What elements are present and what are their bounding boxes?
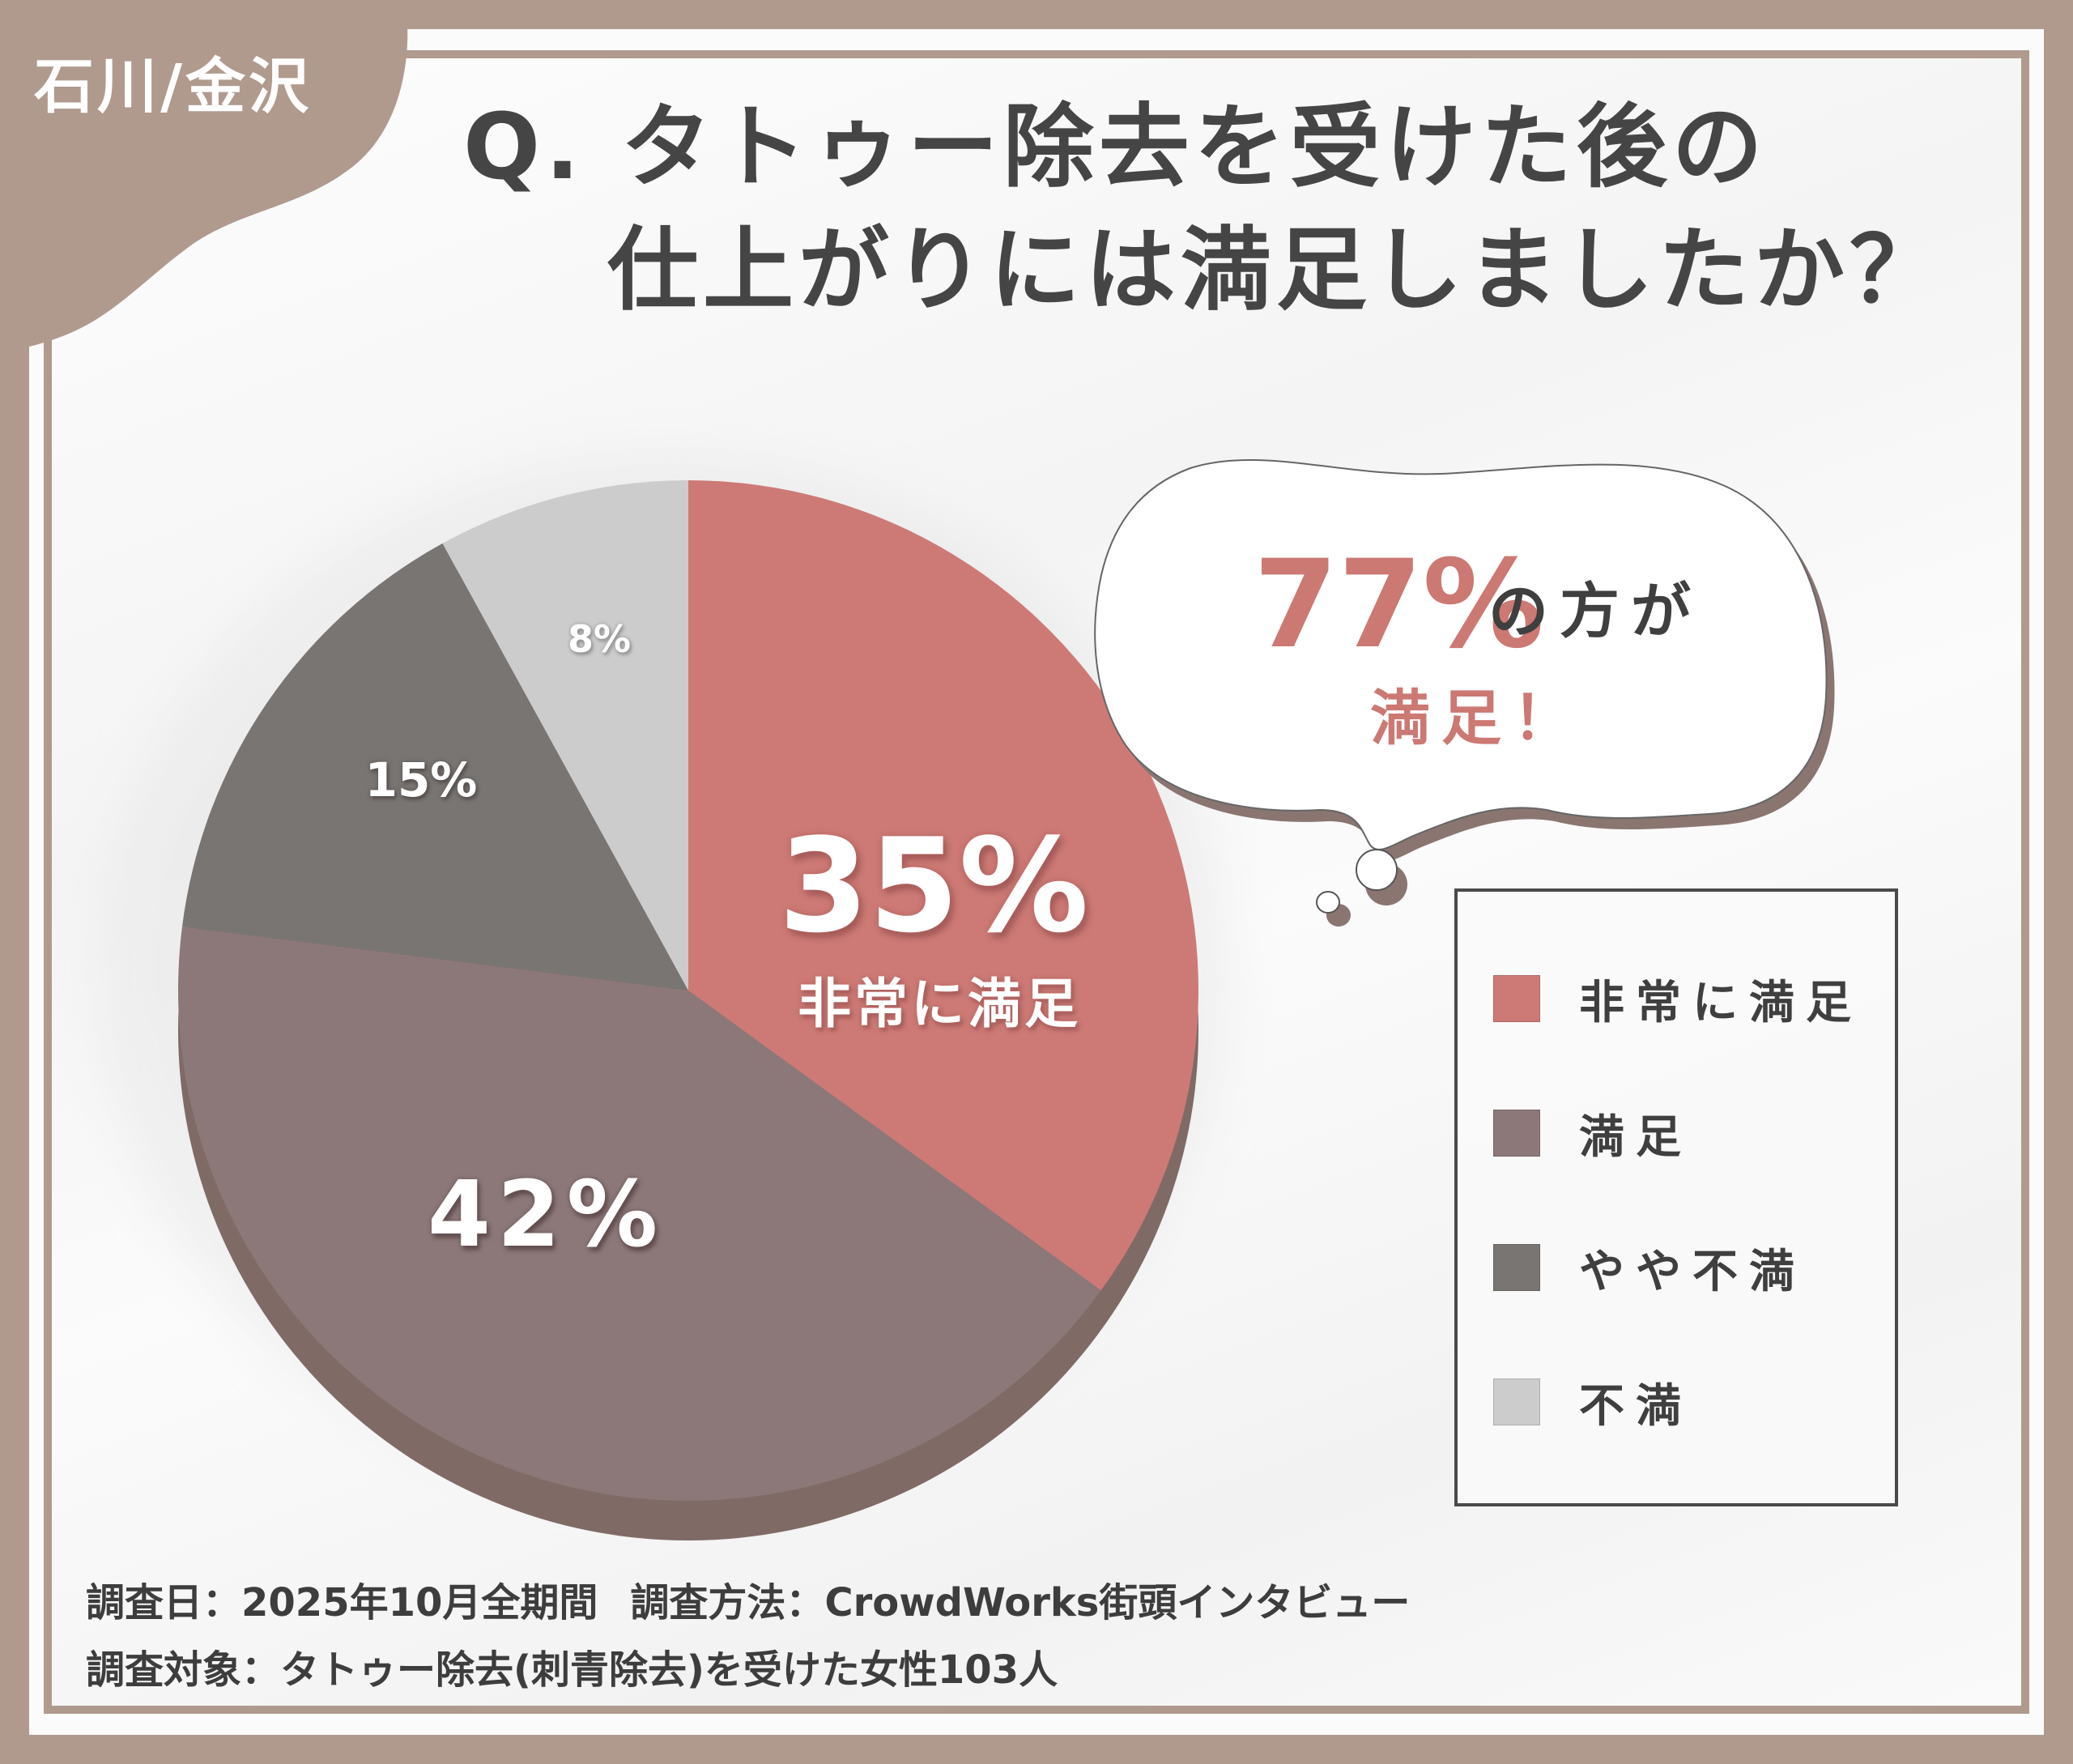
pie-slice: [688, 480, 1198, 1291]
callout-suffix: の方が: [1488, 577, 1702, 646]
legend-item-satisfied: 満足: [1493, 1110, 1692, 1164]
slice-label-very-satisfied-percent: 35%: [778, 810, 1089, 961]
legend-label: 満足: [1579, 1110, 1692, 1164]
pie-slice: [442, 480, 688, 991]
legend-swatch-somewhat-dissatisfied: [1493, 1244, 1540, 1291]
legend-item-somewhat-dissatisfied: やや不満: [1493, 1244, 1806, 1298]
chart-legend: 非常に満足 満足 やや不満 不満: [1454, 888, 1898, 1506]
legend-label: 非常に満足: [1579, 976, 1862, 1029]
region-badge-shape: [0, 0, 408, 348]
legend-label: 不満: [1579, 1379, 1692, 1433]
legend-item-very-satisfied: 非常に満足: [1493, 975, 1862, 1029]
survey-method: 調査方法：CrowdWorks街頭インタビュー: [630, 1580, 1411, 1626]
legend-swatch-satisfied: [1493, 1110, 1540, 1157]
callout-percent: 77%: [1254, 535, 1545, 675]
region-badge: 石川/金沢: [34, 52, 313, 121]
survey-date: 調査日：2025年10月全期間: [86, 1580, 598, 1626]
legend-swatch-dissatisfied: [1493, 1378, 1540, 1425]
legend-swatch-very-satisfied: [1493, 975, 1540, 1022]
slice-label-dissatisfied-percent: 8%: [567, 617, 632, 661]
legend-item-dissatisfied: 不満: [1493, 1378, 1692, 1433]
slice-label-somewhat-dissatisfied-percent: 15%: [364, 752, 478, 807]
pie-slice: [177, 927, 1101, 1501]
slice-label-very-satisfied-name: 非常に満足: [798, 973, 1081, 1035]
legend-label: やや不満: [1579, 1245, 1806, 1298]
survey-target: 調査対象：タトゥー除去(刺青除去)を受けた女性103人: [86, 1647, 1058, 1693]
question-title-line1: Q. タトゥー除去を受けた後の: [463, 95, 1768, 200]
question-title-line2: 仕上がりには満足しましたか？: [607, 218, 1945, 323]
thought-bubble: [1094, 458, 1835, 927]
survey-info-line1: 調査日：2025年10月全期間 調査方法：CrowdWorks街頭インタビュー: [86, 1583, 1410, 1622]
callout-satisfied: 満足！: [1370, 684, 1584, 753]
pie-slice: [181, 543, 688, 991]
pie-slices: [177, 480, 1198, 1501]
slice-label-satisfied-percent: 42%: [427, 1162, 665, 1268]
